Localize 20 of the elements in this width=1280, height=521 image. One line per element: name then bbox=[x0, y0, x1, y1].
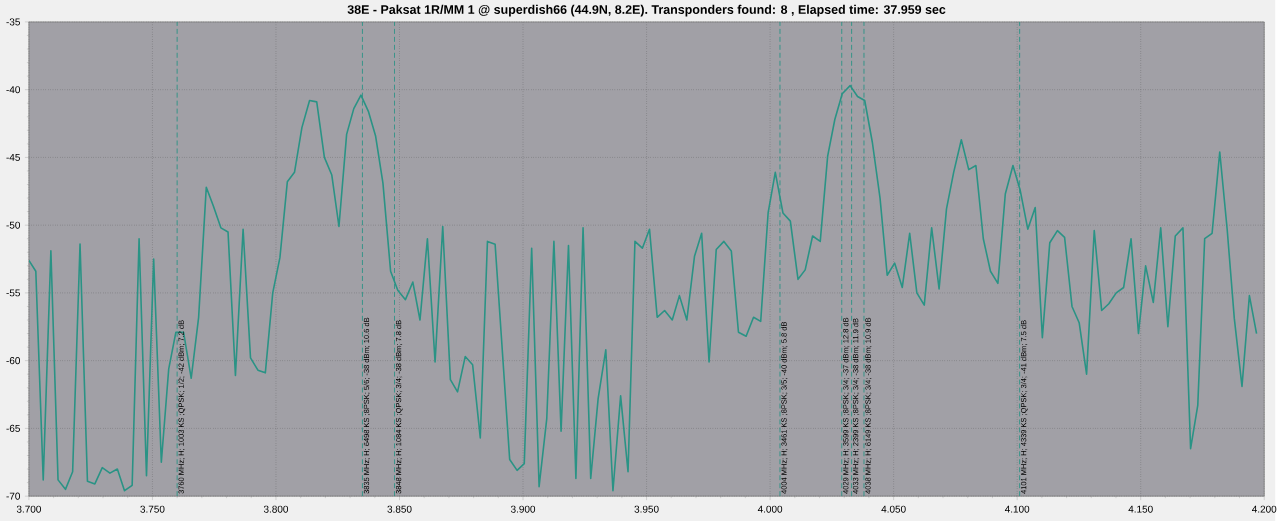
x-tick-label: 4.050 bbox=[881, 505, 906, 513]
y-tick-label: -55 bbox=[6, 289, 20, 297]
x-tick-label: 4.200 bbox=[1251, 505, 1277, 513]
chart-title: 38E - Paksat 1R/MM 1 @ superdish66 (44.9N, 8.2E). Transponders found: 8 , Elapsed time: 37.959 sec bbox=[347, 4, 946, 17]
x-tick-label: 4.100 bbox=[1004, 505, 1030, 513]
y-tick-label: -50 bbox=[6, 221, 21, 229]
y-tick-label: -35 bbox=[6, 18, 20, 26]
y-tick-label: -60 bbox=[6, 357, 21, 365]
y-tick-label: -45 bbox=[6, 153, 20, 161]
x-tick-label: 3.850 bbox=[387, 505, 412, 513]
x-tick-label: 4.000 bbox=[757, 505, 783, 513]
x-tick-label: 3.900 bbox=[510, 505, 536, 513]
y-tick-label: -65 bbox=[6, 424, 20, 432]
x-tick-label: 3.950 bbox=[634, 505, 659, 513]
x-tick-label: 4.150 bbox=[1128, 505, 1153, 513]
x-tick-label: 3.700 bbox=[16, 505, 41, 513]
x-tick-label: 3.800 bbox=[263, 505, 289, 513]
y-tick-label: -40 bbox=[6, 86, 21, 94]
x-tick-label: 3.750 bbox=[140, 505, 165, 513]
y-tick-label: -70 bbox=[6, 492, 21, 500]
